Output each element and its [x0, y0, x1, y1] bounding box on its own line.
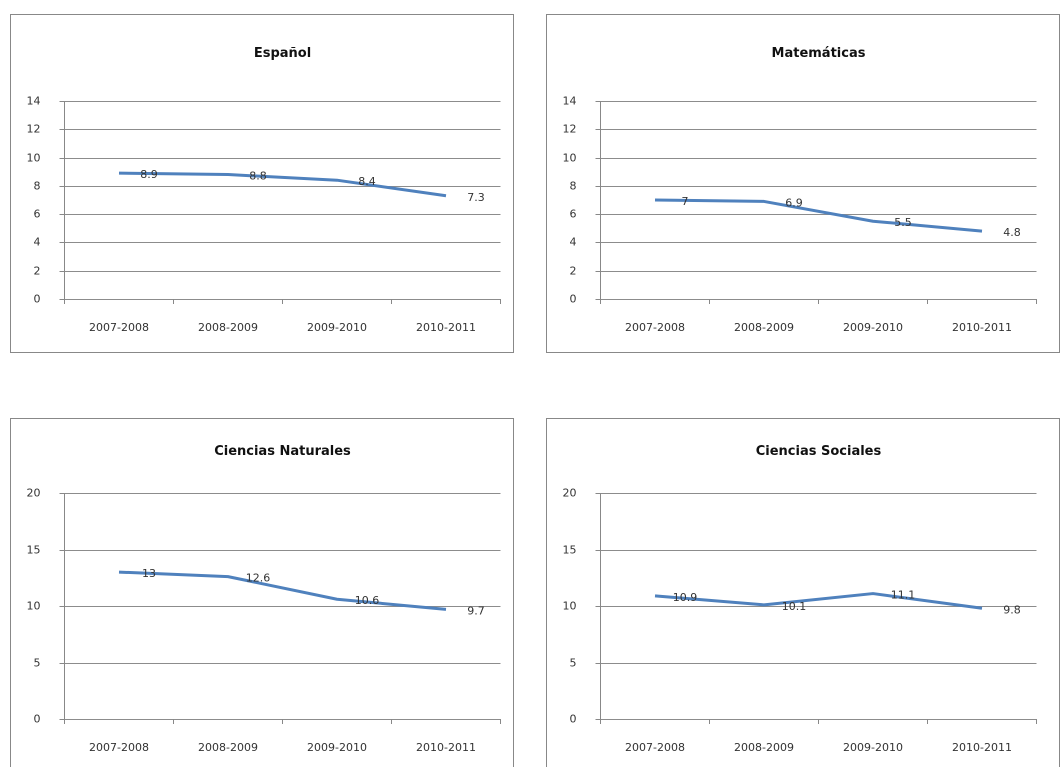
- y-tick-label: 5: [570, 657, 577, 670]
- y-tick-label: 12: [563, 123, 577, 136]
- x-tick-label: 2008-2009: [198, 321, 258, 334]
- data-label: 5.5: [894, 216, 912, 229]
- y-tick-label: 2: [570, 265, 577, 278]
- data-line: [654, 592, 983, 610]
- y-tick-label: 0: [34, 293, 41, 306]
- chart-title: Español: [254, 46, 311, 61]
- y-tick-label: 20: [27, 487, 41, 500]
- chart-title: Matemáticas: [772, 46, 866, 61]
- chart-title: Ciencias Sociales: [756, 444, 882, 459]
- data-label: 8.8: [249, 170, 267, 183]
- data-label: 8.9: [140, 168, 158, 181]
- x-tick-label: 2007-2008: [625, 741, 685, 754]
- x-tick-label: 2010-2011: [416, 741, 476, 754]
- data-label: 11.1: [891, 589, 916, 602]
- data-line: [118, 171, 447, 198]
- data-label: 8.4: [358, 175, 376, 188]
- data-label: 13: [142, 567, 156, 580]
- x-tick-label: 2010-2011: [952, 741, 1012, 754]
- x-tick-label: 2008-2009: [734, 321, 794, 334]
- y-tick-label: 4: [34, 236, 41, 249]
- x-tick-label: 2009-2010: [843, 321, 903, 334]
- chart-frame: [10, 418, 514, 767]
- y-tick-label: 0: [34, 713, 41, 726]
- data-label: 4.8: [1003, 226, 1021, 239]
- y-tick-label: 10: [563, 600, 577, 613]
- x-tick-label: 2008-2009: [198, 741, 258, 754]
- data-line: [118, 570, 447, 611]
- y-tick-label: 12: [27, 123, 41, 136]
- x-tick-label: 2007-2008: [625, 321, 685, 334]
- x-tick-label: 2009-2010: [307, 321, 367, 334]
- x-tick-label: 2010-2011: [416, 321, 476, 334]
- data-label: 10.9: [673, 591, 698, 604]
- data-label: 9.8: [1003, 603, 1021, 616]
- y-tick-label: 8: [570, 180, 577, 193]
- chart-frame: [546, 14, 1060, 353]
- x-tick-label: 2009-2010: [843, 741, 903, 754]
- y-tick-label: 2: [34, 265, 41, 278]
- data-label: 7: [682, 195, 689, 208]
- y-tick-label: 4: [570, 236, 577, 249]
- y-tick-label: 0: [570, 293, 577, 306]
- x-tick-label: 2007-2008: [89, 321, 149, 334]
- y-tick-label: 0: [570, 713, 577, 726]
- data-label: 6.9: [785, 196, 803, 209]
- y-tick-label: 5: [34, 657, 41, 670]
- data-label: 7.3: [467, 191, 485, 204]
- y-tick-label: 14: [27, 95, 41, 108]
- chart-frame: [546, 418, 1060, 767]
- y-tick-label: 10: [27, 600, 41, 613]
- chart-title: Ciencias Naturales: [214, 444, 351, 459]
- x-tick-label: 2010-2011: [952, 321, 1012, 334]
- x-tick-label: 2007-2008: [89, 741, 149, 754]
- y-tick-label: 15: [27, 544, 41, 557]
- data-label: 10.6: [355, 594, 380, 607]
- data-line: [654, 198, 983, 233]
- x-tick-label: 2008-2009: [734, 741, 794, 754]
- y-tick-label: 10: [27, 152, 41, 165]
- data-label: 12.6: [246, 572, 271, 585]
- y-tick-label: 20: [563, 487, 577, 500]
- x-tick-label: 2009-2010: [307, 741, 367, 754]
- y-tick-label: 6: [34, 208, 41, 221]
- y-tick-label: 8: [34, 180, 41, 193]
- y-tick-label: 15: [563, 544, 577, 557]
- data-label: 10.1: [782, 600, 807, 613]
- chart-frame: [10, 14, 514, 353]
- y-tick-label: 6: [570, 208, 577, 221]
- y-tick-label: 10: [563, 152, 577, 165]
- y-tick-label: 14: [563, 95, 577, 108]
- data-label: 9.7: [467, 604, 485, 617]
